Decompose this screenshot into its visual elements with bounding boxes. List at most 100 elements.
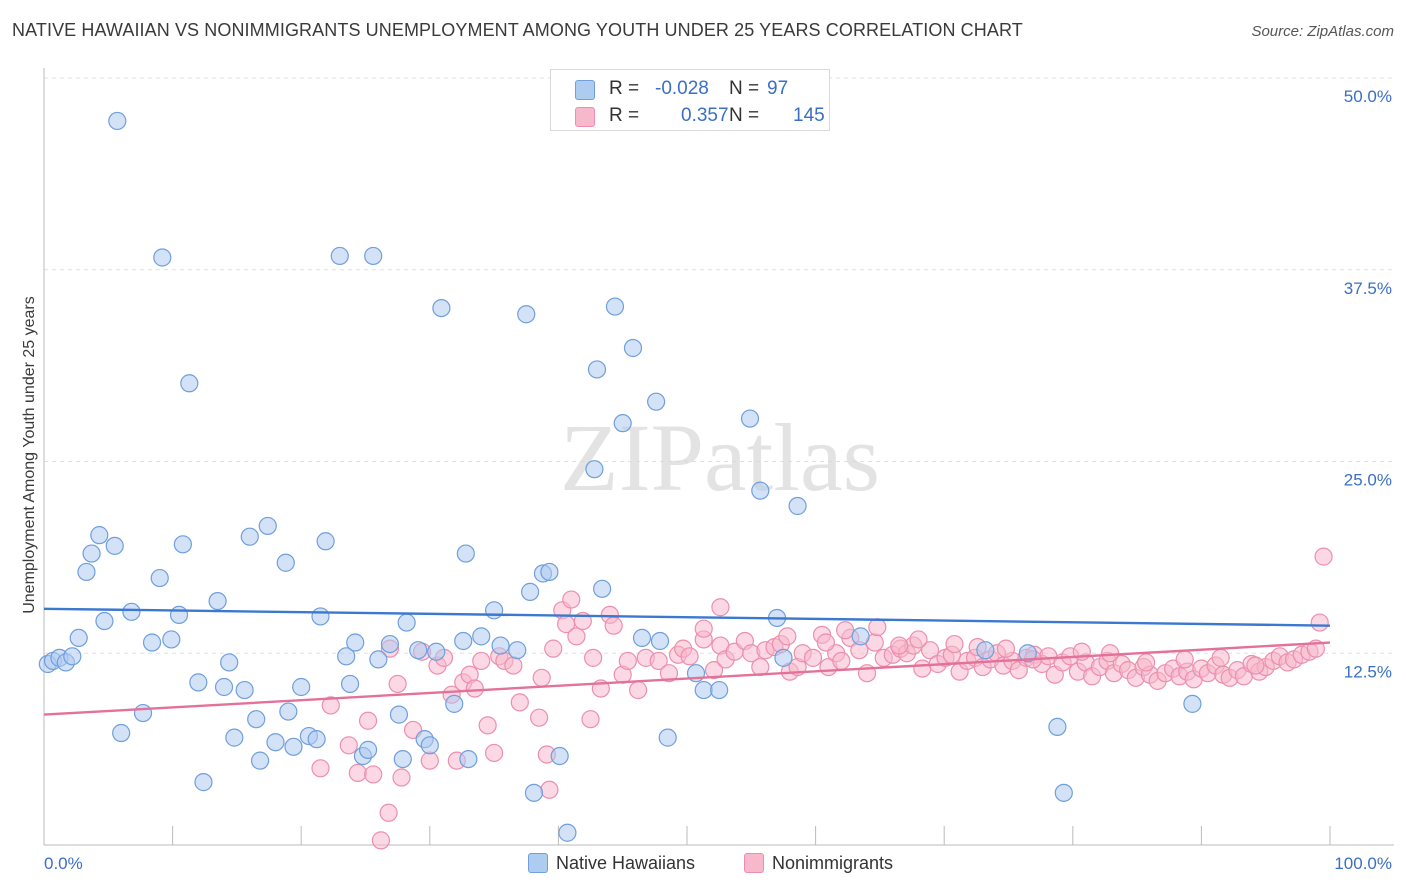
native-hawaiian-point: [432, 299, 451, 318]
nonimmigrant-point: [358, 711, 378, 730]
native-hawaiian-point: [389, 705, 409, 724]
native-hawaiian-point: [587, 360, 607, 379]
native-hawaiian-point: [585, 460, 604, 479]
nonimmigrant-point: [1137, 653, 1156, 672]
nonimmigrant-point: [909, 630, 928, 649]
nonimmigrant-point: [659, 664, 679, 683]
nonimmigrant-point: [1211, 648, 1230, 667]
native-hawaiian-point: [63, 647, 82, 666]
native-hawaiian-point: [337, 647, 356, 666]
native-hawaiian-point: [316, 532, 335, 551]
native-hawaiian-point: [194, 773, 213, 792]
native-hawaiian-point: [445, 694, 464, 713]
legend-label-nonimmigrants: Nonimmigrants: [772, 853, 894, 873]
native-hawaiian-point: [632, 628, 652, 648]
nonimmigrant-point: [388, 674, 407, 694]
native-hawaiian-point: [393, 749, 412, 769]
legend-n-value: 145: [793, 105, 825, 126]
native-hawaiian-point: [69, 628, 88, 648]
native-hawaiian-point: [258, 516, 277, 536]
native-hawaiian-point: [307, 730, 326, 749]
legend-r-value: -0.028: [655, 78, 709, 99]
native-hawaiian-point: [647, 392, 666, 411]
legend-label-native-hawaiians: Native Hawaiians: [556, 853, 696, 873]
nonimmigrant-point: [945, 634, 964, 654]
native-hawaiian-point: [1183, 694, 1202, 713]
native-hawaiian-point: [82, 544, 101, 563]
nonimmigrant-point: [478, 716, 497, 735]
y-tick-label: 37.5%: [1344, 279, 1392, 298]
native-hawaiian-point: [1018, 644, 1037, 663]
nonimmigrant-point: [544, 639, 563, 658]
nonimmigrant-point: [339, 736, 358, 755]
native-hawaiian-point: [427, 642, 446, 661]
native-hawaiian-point: [95, 611, 114, 631]
nonimmigrant-point: [680, 647, 699, 666]
nonimmigrant-point: [1100, 644, 1120, 663]
native-hawaiian-point: [214, 677, 234, 697]
native-hawaiian-point: [517, 305, 536, 324]
tick-labels: 12.5% 25.0% 37.5% 50.0% 0.0% 100.0%: [44, 87, 1392, 873]
native-hawaiian-point: [346, 633, 365, 652]
native-hawaiian-point: [508, 641, 527, 660]
nonimmigrant-point: [485, 743, 504, 763]
nonimmigrant-point: [510, 693, 529, 712]
native-hawaiian-point: [409, 641, 428, 660]
native-hawaiian-point: [284, 737, 303, 756]
y-axis-label: Unemployment Among Youth under 25 years: [21, 296, 38, 614]
native-hawaiian-point: [340, 674, 360, 694]
native-hawaiian-point: [658, 728, 677, 747]
native-hawaiian-point: [397, 613, 416, 632]
native-hawaiian-point: [133, 703, 153, 723]
nonimmigrant-point: [504, 656, 523, 675]
native-hawaiian-point: [1054, 783, 1073, 802]
native-hawaiian-point: [330, 246, 349, 266]
nonimmigrant-point: [562, 590, 581, 609]
native-hawaiian-point: [276, 553, 295, 572]
native-hawaiian-point: [369, 650, 388, 669]
legend-swatch-blue: [528, 853, 548, 873]
native-hawaiian-point: [593, 579, 612, 598]
nonimmigrant-point: [567, 627, 586, 646]
correlation-legend: R = -0.028 N = 97 R = 0.357 N = 145: [550, 69, 830, 131]
nonimmigrant-point: [694, 619, 713, 638]
series-native-hawaiians: [38, 111, 1202, 842]
nonimmigrant-point: [540, 780, 559, 799]
nonimmigrant-point: [996, 639, 1016, 658]
native-hawaiian-point: [521, 582, 540, 601]
y-tick-label: 12.5%: [1344, 662, 1392, 681]
native-hawaiian-point: [208, 591, 227, 611]
legend-n-label: N =: [729, 105, 760, 126]
nonimmigrant-point: [581, 710, 600, 729]
native-hawaiian-point: [225, 728, 244, 747]
legend-r-value: 0.357: [681, 105, 729, 126]
native-hawaiian-point: [540, 562, 559, 582]
x-tick-label: 0.0%: [44, 854, 83, 873]
chart-title: NATIVE HAWAIIAN VS NONIMMIGRANTS UNEMPLO…: [12, 20, 1023, 40]
nonimmigrant-point: [836, 621, 855, 640]
native-hawaiian-point: [550, 746, 569, 766]
native-hawaiian-point: [292, 677, 311, 697]
nonimmigrant-point: [920, 641, 940, 660]
native-hawaiian-point: [380, 634, 400, 654]
native-hawaiian-point: [77, 562, 96, 582]
nonimmigrant-point: [1310, 613, 1329, 632]
native-hawaiian-point: [358, 740, 378, 759]
nonimmigrant-point: [832, 651, 851, 671]
legend-swatch-blue: [575, 80, 595, 100]
native-hawaiian-point: [1048, 717, 1067, 736]
grid-lines: [44, 77, 1394, 654]
legend-swatch-pink: [575, 107, 595, 127]
native-hawaiian-point: [279, 702, 298, 721]
nonimmigrant-point: [778, 627, 797, 646]
axes: [43, 68, 1394, 846]
trend-line: [43, 607, 1331, 627]
native-hawaiian-point: [454, 631, 473, 651]
y-tick-label: 25.0%: [1344, 471, 1392, 490]
series-nonimmigrants: [311, 547, 1333, 850]
native-hawaiian-point: [623, 338, 643, 358]
legend-r-label: R =: [609, 78, 640, 99]
native-hawaiian-point: [472, 627, 491, 646]
native-hawaiian-point: [485, 601, 504, 620]
native-hawaiian-point: [459, 749, 478, 769]
